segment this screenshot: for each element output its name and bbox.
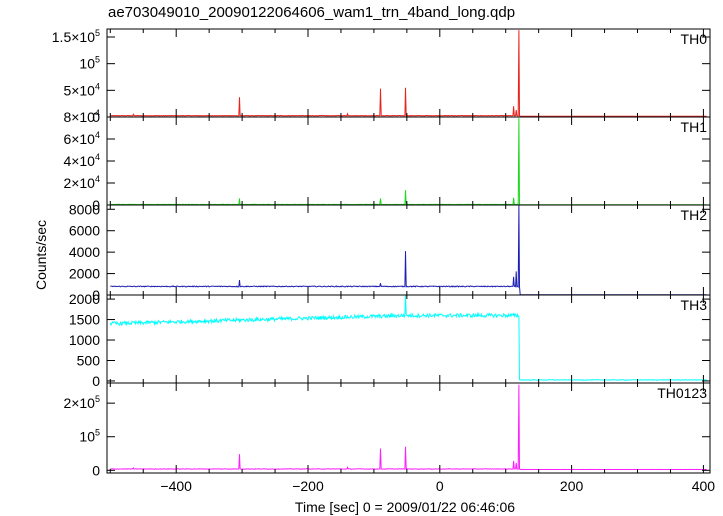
y-tick-label: 0: [92, 373, 100, 389]
series-line-th1: [110, 118, 707, 205]
y-tick-label: 0: [92, 287, 100, 303]
panel-label: TH1: [681, 119, 708, 135]
x-axis-label: Time [sec] 0 = 2009/01/22 06:46:06: [295, 499, 515, 515]
panel-frame: [106, 28, 711, 118]
x-tick-label: 200: [560, 478, 584, 494]
panel-label: TH0: [681, 31, 708, 47]
y-tick-label: 105: [79, 55, 100, 72]
x-tick-label: −400: [160, 478, 192, 494]
y-tick-label: 0: [92, 462, 100, 478]
y-tick-label: 0: [92, 197, 100, 213]
y-tick-label: 2×105: [63, 394, 100, 411]
x-axis: −400 −200 0 200 400: [160, 478, 715, 494]
y-tick-label: 6×104: [63, 130, 100, 147]
series-line-th0123: [110, 384, 707, 471]
chart-title: ae703049010_20090122064606_wam1_trn_4ban…: [108, 4, 515, 21]
panel-th0123: TH0123 0 105 2×105: [63, 382, 711, 478]
y-tick-label: 2000: [69, 266, 100, 282]
y-tick-label: 105: [79, 428, 100, 445]
panel-frame: [106, 204, 711, 296]
y-tick-label: 4000: [69, 244, 100, 260]
panel-th3: TH3 0 500 1000 1500 2000: [69, 291, 711, 389]
y-tick-label: 8×104: [63, 108, 100, 125]
y-tick-label: 0: [92, 109, 100, 125]
x-tick-label: 0: [436, 478, 444, 494]
panel-frame: [106, 116, 711, 206]
panels: TH0 0 5×104 105 1.5×105 TH1 0 2×104 4×104 6×104 8×…: [52, 28, 711, 478]
x-tick-label: 400: [692, 478, 716, 494]
panel-frame: [106, 382, 711, 474]
y-tick-label: 5×104: [63, 81, 100, 98]
y-axis-label: Counts/sec: [33, 220, 49, 290]
series-line-th3: [109, 295, 707, 381]
panel-label: TH2: [681, 207, 708, 223]
panel-th1: TH1 0 2×104 4×104 6×104 8×104: [63, 108, 711, 213]
y-tick-label: 1000: [69, 332, 100, 348]
series-line-th2: [110, 205, 707, 295]
panel-th2: TH2 0 2000 4000 6000 8000: [69, 201, 711, 303]
y-tick-label: 6000: [69, 223, 100, 239]
y-tick-label: 2×104: [63, 174, 100, 191]
x-tick-label: −200: [292, 478, 324, 494]
panel-label: TH3: [681, 297, 708, 313]
series-line-th0: [110, 30, 707, 117]
y-tick-label: 1.5×105: [52, 28, 100, 45]
y-tick-label: 500: [77, 352, 101, 368]
panel-label: TH0123: [657, 385, 707, 401]
panel-th0: TH0 0 5×104 105 1.5×105: [52, 28, 711, 125]
panel-frame: [106, 294, 711, 384]
y-tick-label: 1500: [69, 312, 100, 328]
y-tick-label: 4×104: [63, 152, 100, 169]
y-tick-label: 2000: [69, 291, 100, 307]
y-tick-label: 8000: [69, 201, 100, 217]
